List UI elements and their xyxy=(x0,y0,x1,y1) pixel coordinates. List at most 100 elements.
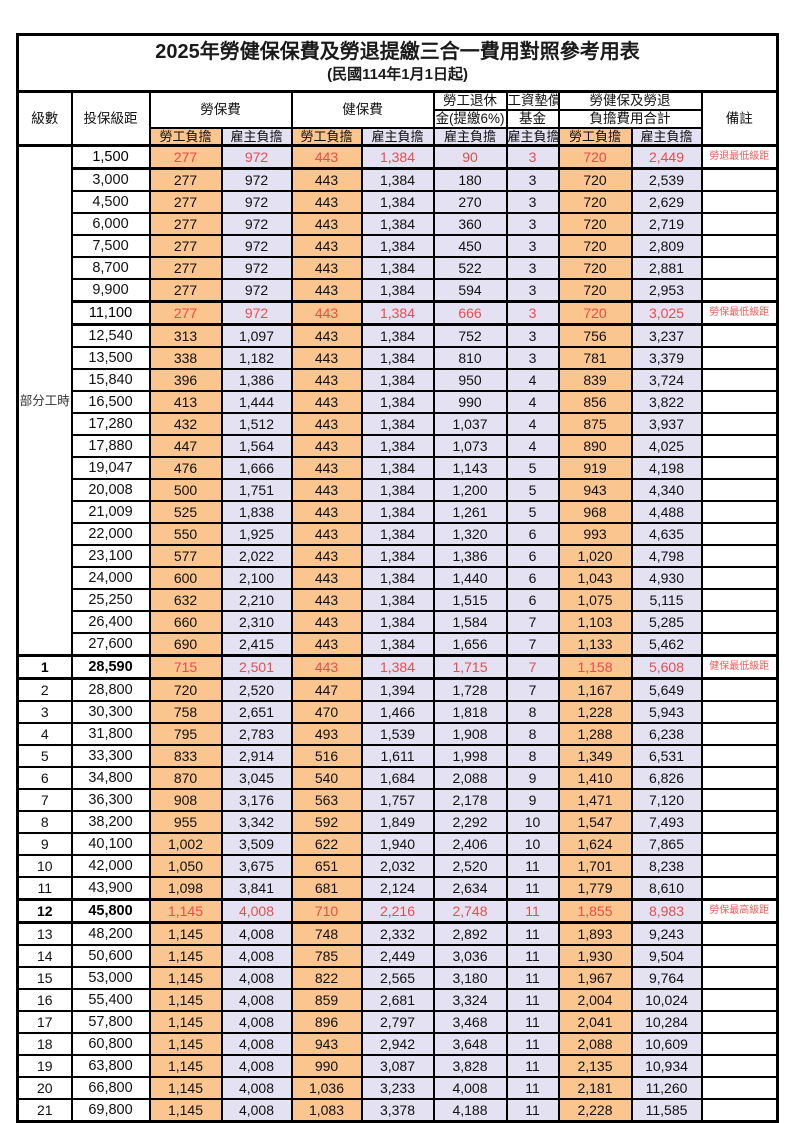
title-row: 2025年勞健保保費及勞退提繳三合一費用對照參考用表 (民國114年1月1日起) xyxy=(16,33,779,93)
cell-labor-employee: 660 xyxy=(148,610,223,634)
cell-health-employee: 681 xyxy=(290,876,363,901)
cell-total-employer: 11,585 xyxy=(630,1098,703,1123)
table-row: 4 31,800 795 2,783 493 1,539 1,908 8 1,288 6,238 xyxy=(16,722,779,746)
table-row: 23,100 577 2,022 443 1,384 1,386 6 1,020 4,798 xyxy=(18,544,779,568)
cell-labor-employer: 4,008 xyxy=(220,944,293,968)
cell-labor-employee: 795 xyxy=(148,722,223,746)
cell-wage-fund-employer: 11 xyxy=(505,1010,560,1034)
cell-health-employee: 443 xyxy=(290,323,363,348)
cell-labor-employer: 2,520 xyxy=(220,677,293,702)
cell-labor-employee: 1,145 xyxy=(148,1098,223,1123)
cell-health-employer: 2,032 xyxy=(360,854,435,878)
cell-labor-employee: 550 xyxy=(148,522,223,546)
cell-pension-employer: 270 xyxy=(432,190,508,214)
cell-pension-employer: 2,634 xyxy=(432,876,508,901)
table-row: 16,500 413 1,444 443 1,384 990 4 856 3,822 xyxy=(18,390,779,414)
cell-health-employee: 443 xyxy=(290,500,363,524)
cell-total-employee: 720 xyxy=(557,256,633,280)
cell-pension-employer: 810 xyxy=(432,346,508,370)
cell-note xyxy=(700,390,779,414)
cell-level: 11 xyxy=(16,876,73,901)
cell-total-employer: 4,488 xyxy=(630,500,703,524)
cell-pension-employer: 2,088 xyxy=(432,766,508,790)
cell-total-employer: 4,340 xyxy=(630,478,703,502)
cell-wage-fund-employer: 5 xyxy=(505,456,560,480)
cell-labor-employer: 972 xyxy=(220,167,293,192)
table-row: 24,000 600 2,100 443 1,384 1,440 6 1,043 4,930 xyxy=(18,566,779,590)
table-row: 6,000 277 972 443 1,384 360 3 720 2,719 xyxy=(18,212,779,236)
cell-total-employee: 856 xyxy=(557,390,633,414)
cell-salary-bracket: 12,540 xyxy=(70,323,151,348)
cell-salary-bracket: 40,100 xyxy=(70,832,151,856)
cell-wage-fund-employer: 4 xyxy=(505,434,560,458)
cell-labor-employee: 396 xyxy=(148,368,223,392)
table-row: 8 38,200 955 3,342 592 1,849 2,292 10 1,547 7,493 xyxy=(16,810,779,834)
cell-health-employee: 443 xyxy=(290,167,363,192)
cell-labor-employer: 972 xyxy=(220,212,293,236)
cell-wage-fund-employer: 3 xyxy=(505,256,560,280)
cell-pension-employer: 3,036 xyxy=(432,944,508,968)
cell-note xyxy=(700,588,779,612)
cell-wage-fund-employer: 11 xyxy=(505,921,560,946)
col-header-level: 級數 xyxy=(16,90,73,147)
cell-total-employee: 1,967 xyxy=(557,966,633,990)
table-row: 13 48,200 1,145 4,008 748 2,332 2,892 11 1,893 9,… xyxy=(16,921,779,946)
cell-health-employee: 443 xyxy=(290,478,363,502)
cell-wage-fund-employer: 11 xyxy=(505,1054,560,1078)
cell-total-employee: 1,624 xyxy=(557,832,633,856)
cell-level: 6 xyxy=(16,766,73,790)
cell-health-employer: 1,384 xyxy=(360,278,435,303)
cell-salary-bracket: 43,900 xyxy=(70,876,151,901)
cell-note xyxy=(700,544,779,568)
cell-labor-employee: 500 xyxy=(148,478,223,502)
subheader-total-employee: 勞工負擔 xyxy=(557,127,633,147)
cell-total-employer: 3,822 xyxy=(630,390,703,414)
cell-health-employer: 2,332 xyxy=(360,921,435,946)
cell-labor-employee: 632 xyxy=(148,588,223,612)
cell-level: 10 xyxy=(16,854,73,878)
cell-labor-employee: 277 xyxy=(148,212,223,236)
cell-pension-employer: 1,584 xyxy=(432,610,508,634)
cell-labor-employee: 277 xyxy=(148,190,223,214)
cell-health-employer: 2,681 xyxy=(360,988,435,1012)
cell-total-employee: 720 xyxy=(557,212,633,236)
cell-labor-employer: 4,008 xyxy=(220,898,293,924)
col-header-wage-fund-line1: 工資墊償 xyxy=(505,90,560,111)
cell-pension-employer: 990 xyxy=(432,390,508,414)
table-row: 11 43,900 1,098 3,841 681 2,124 2,634 11 1,779 8,… xyxy=(16,876,779,901)
cell-health-employee: 990 xyxy=(290,1054,363,1078)
cell-health-employer: 2,565 xyxy=(360,966,435,990)
cell-labor-employer: 1,751 xyxy=(220,478,293,502)
cell-health-employer: 1,757 xyxy=(360,788,435,812)
col-header-wage-fund-line2: 基金 xyxy=(505,109,560,129)
cell-pension-employer: 1,656 xyxy=(432,632,508,657)
cell-pension-employer: 1,320 xyxy=(432,522,508,546)
cell-labor-employee: 432 xyxy=(148,412,223,436)
cell-health-employer: 1,384 xyxy=(360,167,435,192)
cell-level: 14 xyxy=(16,944,73,968)
cell-pension-employer: 1,515 xyxy=(432,588,508,612)
cell-labor-employer: 1,444 xyxy=(220,390,293,414)
cell-note xyxy=(700,1010,779,1034)
table-row: 18 60,800 1,145 4,008 943 2,942 3,648 11 2,088 10… xyxy=(16,1032,779,1056)
table-row: 7,500 277 972 443 1,384 450 3 720 2,809 xyxy=(18,234,779,258)
cell-wage-fund-employer: 7 xyxy=(505,654,560,680)
cell-total-employee: 1,471 xyxy=(557,788,633,812)
cell-labor-employee: 577 xyxy=(148,544,223,568)
cell-health-employer: 1,384 xyxy=(360,500,435,524)
cell-pension-employer: 2,520 xyxy=(432,854,508,878)
cell-salary-bracket: 25,250 xyxy=(70,588,151,612)
cell-note xyxy=(700,346,779,370)
cell-total-employee: 1,133 xyxy=(557,632,633,657)
cell-labor-employer: 2,415 xyxy=(220,632,293,657)
cell-health-employee: 443 xyxy=(290,632,363,657)
cell-total-employee: 1,020 xyxy=(557,544,633,568)
cell-health-employee: 443 xyxy=(290,434,363,458)
cell-health-employee: 443 xyxy=(290,368,363,392)
cell-pension-employer: 360 xyxy=(432,212,508,236)
cell-total-employer: 4,198 xyxy=(630,456,703,480)
cell-pension-employer: 3,468 xyxy=(432,1010,508,1034)
cell-total-employee: 720 xyxy=(557,190,633,214)
cell-labor-employer: 972 xyxy=(220,234,293,258)
cell-health-employer: 1,384 xyxy=(360,346,435,370)
